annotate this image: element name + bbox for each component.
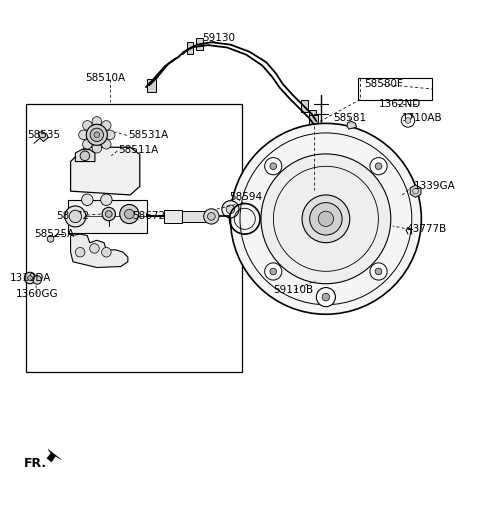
Polygon shape bbox=[347, 121, 357, 129]
Bar bbox=[68, 200, 147, 233]
Text: 1310DA: 1310DA bbox=[10, 273, 51, 284]
Text: 1339GA: 1339GA bbox=[414, 181, 456, 191]
Circle shape bbox=[204, 209, 219, 224]
Circle shape bbox=[92, 117, 102, 126]
Circle shape bbox=[264, 158, 282, 175]
Polygon shape bbox=[75, 150, 95, 161]
Circle shape bbox=[82, 194, 93, 206]
Bar bbox=[359, 78, 432, 100]
Circle shape bbox=[86, 124, 108, 145]
Text: 58531A: 58531A bbox=[128, 131, 168, 140]
Text: 58580F: 58580F bbox=[364, 79, 403, 89]
Circle shape bbox=[375, 163, 382, 170]
Text: 59110B: 59110B bbox=[274, 285, 313, 296]
Circle shape bbox=[318, 211, 334, 227]
Polygon shape bbox=[71, 234, 128, 267]
Text: 58525A: 58525A bbox=[34, 229, 74, 239]
Circle shape bbox=[375, 268, 382, 275]
Circle shape bbox=[106, 130, 115, 140]
Circle shape bbox=[226, 205, 235, 214]
Circle shape bbox=[83, 139, 92, 149]
Text: 1360GG: 1360GG bbox=[16, 289, 59, 299]
Circle shape bbox=[310, 203, 342, 235]
Circle shape bbox=[102, 207, 116, 221]
Circle shape bbox=[101, 194, 112, 206]
Circle shape bbox=[270, 268, 276, 275]
Circle shape bbox=[79, 130, 88, 140]
Text: 58672: 58672 bbox=[132, 211, 166, 222]
Text: 59130: 59130 bbox=[202, 33, 235, 43]
Circle shape bbox=[101, 139, 111, 149]
Circle shape bbox=[270, 163, 276, 170]
Text: 1710AB: 1710AB bbox=[402, 113, 443, 123]
Circle shape bbox=[80, 151, 90, 160]
Bar bbox=[182, 211, 206, 222]
Circle shape bbox=[28, 276, 33, 280]
Circle shape bbox=[65, 206, 86, 227]
Text: 58510A: 58510A bbox=[85, 73, 125, 83]
Text: 58672: 58672 bbox=[56, 211, 89, 222]
Polygon shape bbox=[71, 147, 140, 195]
Circle shape bbox=[316, 287, 336, 307]
Text: 58581: 58581 bbox=[333, 113, 366, 123]
Circle shape bbox=[230, 123, 421, 314]
Circle shape bbox=[69, 210, 82, 223]
Circle shape bbox=[90, 244, 99, 253]
Circle shape bbox=[75, 247, 85, 257]
Text: 58511A: 58511A bbox=[118, 144, 158, 155]
Bar bbox=[164, 210, 182, 223]
Bar bbox=[26, 104, 242, 372]
Circle shape bbox=[222, 200, 239, 218]
Polygon shape bbox=[38, 132, 48, 141]
Circle shape bbox=[207, 213, 215, 221]
Bar bbox=[147, 79, 156, 93]
Circle shape bbox=[370, 263, 387, 280]
Bar bbox=[196, 38, 203, 50]
Bar bbox=[301, 100, 308, 113]
Text: FR.: FR. bbox=[24, 456, 48, 470]
Bar bbox=[309, 115, 318, 128]
Circle shape bbox=[106, 211, 112, 217]
Circle shape bbox=[94, 132, 100, 138]
Circle shape bbox=[264, 263, 282, 280]
Circle shape bbox=[370, 158, 387, 175]
Circle shape bbox=[405, 118, 411, 123]
Circle shape bbox=[47, 235, 54, 242]
Text: 58535: 58535 bbox=[28, 131, 61, 140]
Circle shape bbox=[322, 293, 330, 301]
Text: 58594: 58594 bbox=[229, 192, 263, 203]
Circle shape bbox=[24, 272, 36, 284]
Circle shape bbox=[92, 143, 102, 153]
Text: 43777B: 43777B bbox=[406, 224, 446, 234]
Circle shape bbox=[261, 154, 391, 284]
Circle shape bbox=[120, 205, 139, 224]
Circle shape bbox=[102, 247, 111, 257]
Circle shape bbox=[302, 195, 350, 243]
Circle shape bbox=[101, 121, 111, 130]
Circle shape bbox=[124, 209, 134, 219]
Polygon shape bbox=[47, 449, 61, 462]
Circle shape bbox=[33, 276, 41, 284]
Circle shape bbox=[90, 128, 104, 141]
Polygon shape bbox=[410, 185, 421, 197]
Text: 1362ND: 1362ND bbox=[378, 99, 420, 109]
Bar bbox=[309, 110, 316, 122]
Bar bbox=[187, 42, 193, 54]
Circle shape bbox=[83, 121, 92, 130]
